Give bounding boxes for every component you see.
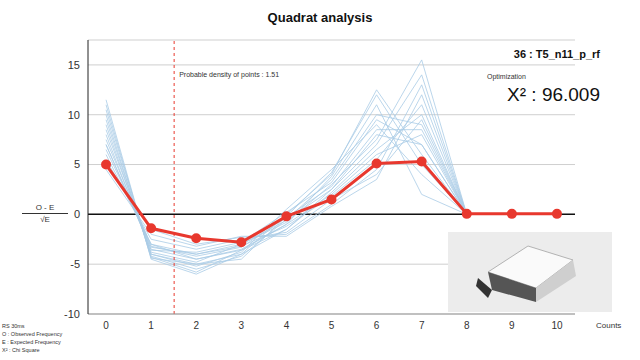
html-text:Quadrat analysis: Quadrat analysis — [267, 10, 373, 25]
svg-text:7: 7 — [419, 320, 425, 331]
svg-text:1: 1 — [148, 320, 154, 331]
svg-text:6: 6 — [374, 320, 380, 331]
svg-text:8: 8 — [464, 320, 470, 331]
svg-text:-5: -5 — [70, 258, 80, 270]
svg-text:10: 10 — [551, 320, 563, 331]
html-text:Counts: Counts — [596, 321, 622, 330]
svg-text:Probable density of points : 1: Probable density of points : 1.51 — [179, 71, 279, 79]
html-text:X² : Chi Square: X² : Chi Square — [2, 347, 40, 353]
svg-text:5: 5 — [74, 158, 80, 170]
html-text:O - E: O - E — [35, 203, 55, 212]
svg-text:3: 3 — [239, 320, 245, 331]
svg-text:-10: -10 — [64, 308, 80, 320]
svg-text:9: 9 — [509, 320, 515, 331]
html-text:36 : T5_n11_p_rf: 36 : T5_n11_p_rf — [513, 48, 600, 60]
html-text:X² : 96.009: X² : 96.009 — [507, 84, 600, 105]
svg-text:10: 10 — [68, 109, 80, 121]
svg-text:0: 0 — [74, 208, 80, 220]
svg-text:15: 15 — [68, 59, 80, 71]
html-text:O : Observed Frequency: O : Observed Frequency — [2, 331, 63, 337]
html-text:E : Expected Frequency: E : Expected Frequency — [2, 339, 61, 345]
html-text:Optimization: Optimization — [487, 73, 526, 80]
html-text:RS 30ms: RS 30ms — [2, 323, 25, 329]
svg-text:4: 4 — [284, 320, 290, 331]
svg-text:5: 5 — [329, 320, 335, 331]
svg-text:2: 2 — [193, 320, 199, 331]
svg-text:0: 0 — [103, 320, 109, 331]
html-text:√E: √E — [40, 215, 50, 224]
